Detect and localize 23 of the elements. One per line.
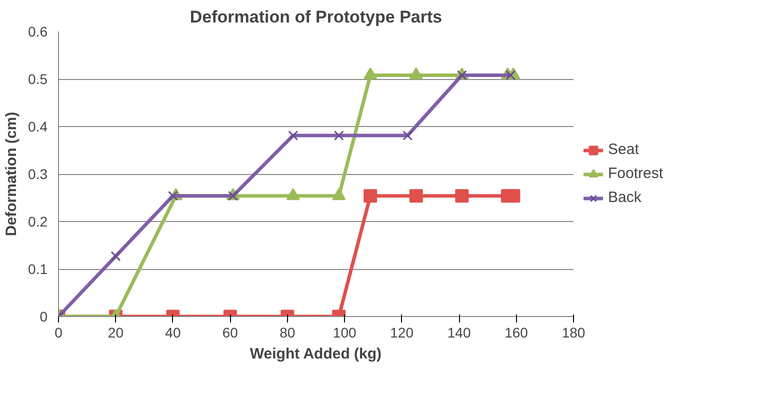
x-tick-label: 0: [54, 324, 63, 340]
y-tick-label: 0.4: [28, 118, 48, 134]
y-tick-label: 0.6: [28, 24, 48, 40]
x-tick-label: 180: [562, 324, 586, 340]
legend-label: Seat: [608, 141, 639, 158]
x-tick-label: 60: [222, 324, 238, 340]
x-tick-label: 40: [165, 324, 181, 340]
y-tick-label: 0.1: [28, 261, 48, 277]
x-tick-label: 100: [332, 324, 357, 340]
x-axis-title: Weight Added (kg): [250, 346, 382, 362]
y-tick-label: 0.3: [28, 166, 48, 182]
x-tick-label: 80: [280, 324, 296, 340]
x-tick-label: 120: [390, 324, 414, 340]
x-tick-label: 20: [108, 324, 124, 340]
x-tick-label: 140: [447, 324, 471, 340]
x-tick-label: 160: [504, 324, 528, 340]
legend-label: Back: [608, 189, 642, 206]
legend-label: Footrest: [608, 165, 664, 182]
y-tick-label: 0.2: [28, 214, 48, 230]
y-axis-title: Deformation (cm): [3, 112, 20, 236]
y-tick-label: 0.5: [28, 71, 48, 87]
y-tick-label: 0: [40, 308, 48, 324]
chart-title: Deformation of Prototype Parts: [190, 8, 442, 26]
